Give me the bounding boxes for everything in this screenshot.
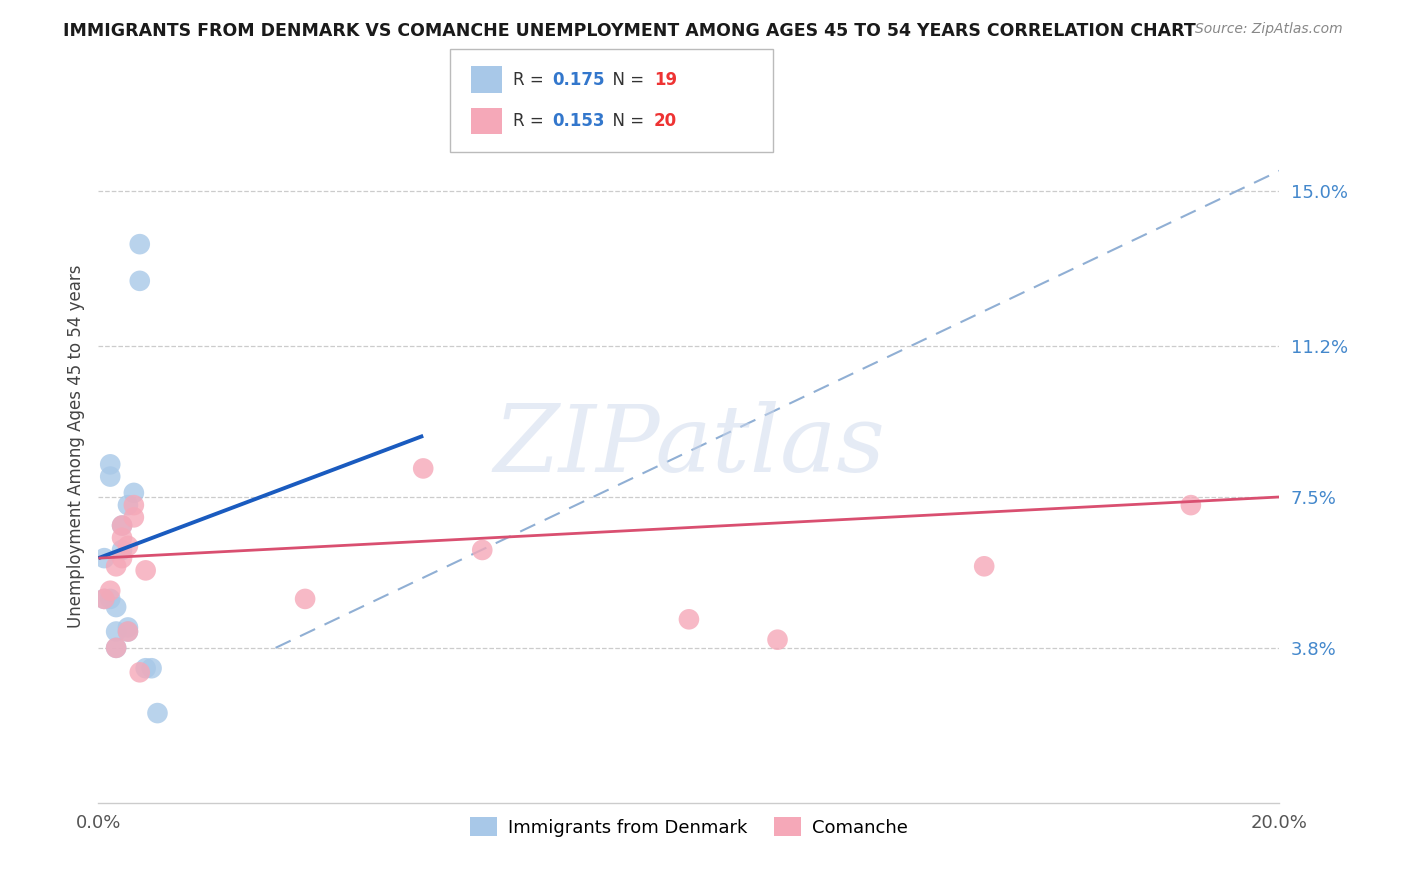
Point	[117, 498, 139, 512]
Point	[117, 624, 139, 639]
Text: IMMIGRANTS FROM DENMARK VS COMANCHE UNEMPLOYMENT AMONG AGES 45 TO 54 YEARS CORRE: IMMIGRANTS FROM DENMARK VS COMANCHE UNEM…	[63, 22, 1197, 40]
Point	[766, 632, 789, 647]
Point	[105, 600, 128, 615]
Point	[117, 539, 139, 553]
Point	[135, 661, 157, 675]
Point	[105, 640, 128, 655]
Point	[117, 624, 139, 639]
Point	[98, 583, 121, 598]
Point	[105, 559, 128, 574]
Text: Source: ZipAtlas.com: Source: ZipAtlas.com	[1195, 22, 1343, 37]
Y-axis label: Unemployment Among Ages 45 to 54 years: Unemployment Among Ages 45 to 54 years	[66, 264, 84, 628]
Point	[122, 510, 145, 524]
Point	[111, 551, 134, 566]
Text: 0.153: 0.153	[553, 112, 605, 130]
Point	[678, 612, 700, 626]
Text: 0.175: 0.175	[553, 70, 605, 88]
Point	[105, 624, 128, 639]
Point	[93, 591, 115, 606]
Point	[111, 531, 134, 545]
Legend: Immigrants from Denmark, Comanche: Immigrants from Denmark, Comanche	[463, 810, 915, 844]
Point	[973, 559, 995, 574]
Point	[111, 518, 134, 533]
Text: ZIPatlas: ZIPatlas	[494, 401, 884, 491]
Text: N =: N =	[602, 70, 650, 88]
Point	[111, 543, 134, 558]
Point	[471, 543, 494, 558]
Point	[412, 461, 434, 475]
Point	[122, 486, 145, 500]
Point	[98, 591, 121, 606]
Point	[117, 620, 139, 634]
Point	[105, 640, 128, 655]
Point	[135, 563, 157, 577]
Point	[98, 469, 121, 483]
Point	[122, 498, 145, 512]
Point	[141, 661, 163, 675]
Point	[93, 591, 115, 606]
Point	[128, 237, 150, 252]
Text: R =: R =	[513, 70, 550, 88]
Point	[98, 458, 121, 472]
Text: 19: 19	[654, 70, 676, 88]
Point	[294, 591, 316, 606]
Point	[128, 274, 150, 288]
Point	[93, 551, 115, 566]
Point	[146, 706, 169, 720]
Point	[1180, 498, 1202, 512]
Text: 20: 20	[654, 112, 676, 130]
Point	[128, 665, 150, 680]
Point	[111, 518, 134, 533]
Text: R =: R =	[513, 112, 550, 130]
Text: N =: N =	[602, 112, 650, 130]
